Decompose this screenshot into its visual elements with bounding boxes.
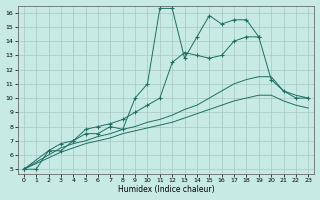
X-axis label: Humidex (Indice chaleur): Humidex (Indice chaleur)	[118, 185, 214, 194]
